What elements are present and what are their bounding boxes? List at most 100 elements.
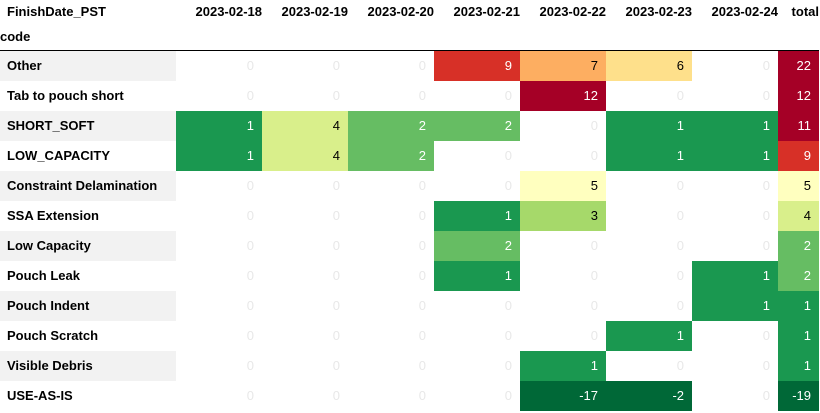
column-header: total (791, 3, 819, 19)
heatmap-cell: 3 (520, 200, 606, 231)
heatmap-cell: 1 (434, 260, 520, 291)
heatmap-cell: 0 (434, 80, 520, 111)
heatmap-cell: 0 (520, 110, 606, 141)
row-label: Pouch Leak (0, 260, 176, 291)
heatmap-cell: 0 (434, 290, 520, 321)
heatmap-cell: 0 (348, 80, 434, 111)
heatmap-cell: 0 (176, 350, 262, 381)
heatmap-cell: 0 (262, 290, 348, 321)
heatmap-cell: 0 (520, 290, 606, 321)
heatmap-cell: 4 (778, 200, 819, 231)
table-row: Pouch Leak 0 0 0 1 0 0 1 2 (0, 260, 819, 291)
heatmap-cell: 0 (606, 230, 692, 261)
heatmap-cell: 1 (606, 110, 692, 141)
heatmap-cell: 1 (778, 350, 819, 381)
heatmap-cell: 0 (262, 230, 348, 261)
heatmap-cell: 0 (434, 170, 520, 201)
index-name-header: code (0, 22, 176, 51)
column-header: 2023-02-23 (625, 3, 693, 19)
heatmap-cell: 1 (692, 110, 778, 141)
heatmap-cell: 0 (692, 80, 778, 111)
heatmap-cell: 0 (692, 380, 778, 411)
heatmap-cell: 0 (176, 380, 262, 411)
table-row: Pouch Indent 0 0 0 0 0 0 1 1 (0, 290, 819, 321)
heatmap-cell: 0 (606, 260, 692, 291)
heatmap-cell: 0 (606, 80, 692, 111)
heatmap-cell: 0 (606, 290, 692, 321)
row-label: Visible Debris (0, 350, 176, 381)
heatmap-cell: 0 (176, 170, 262, 201)
row-label: Pouch Indent (0, 290, 176, 321)
heatmap-cell: 9 (778, 140, 819, 171)
heatmap-cell: 1 (176, 140, 262, 171)
heatmap-cell: 2 (434, 110, 520, 141)
table-row: Visible Debris 0 0 0 0 1 0 0 1 (0, 350, 819, 381)
row-label: Other (0, 50, 176, 81)
heatmap-cell: 0 (262, 260, 348, 291)
heatmap-cell: 0 (692, 320, 778, 351)
heatmap-cell: 1 (692, 260, 778, 291)
row-label: Constraint Delamination (0, 170, 176, 201)
heatmap-cell: 0 (520, 140, 606, 171)
heatmap-cell: 12 (520, 80, 606, 111)
heatmap-cell: 0 (262, 200, 348, 231)
column-header-row: FinishDate_PST 2023-02-18 2023-02-19 2023-… (0, 0, 819, 22)
heatmap-cell: 2 (348, 110, 434, 141)
heatmap-cell: 0 (348, 200, 434, 231)
heatmap-cell: 0 (348, 290, 434, 321)
table-row: Constraint Delamination 0 0 0 0 5 0 0 5 (0, 170, 819, 201)
heatmap-cell: 22 (778, 50, 819, 81)
heatmap-cell: 2 (348, 140, 434, 171)
columns-name-header: FinishDate_PST (7, 3, 106, 19)
row-label: Tab to pouch short (0, 80, 176, 111)
heatmap-cell: 0 (434, 380, 520, 411)
table-row: SHORT_SOFT 1 4 2 2 0 1 1 11 (0, 110, 819, 141)
heatmap-cell: -2 (606, 380, 692, 411)
row-label: Low Capacity (0, 230, 176, 261)
heatmap-cell: 0 (606, 350, 692, 381)
index-name-row: code (0, 22, 819, 51)
column-header: 2023-02-19 (281, 3, 349, 19)
row-label: SHORT_SOFT (0, 110, 176, 141)
heatmap-cell: 1 (692, 290, 778, 321)
heatmap-cell: 0 (606, 170, 692, 201)
heatmap-cell: 0 (262, 320, 348, 351)
table-row: USE-AS-IS 0 0 0 0 -17 -2 0 -19 (0, 380, 819, 411)
heatmap-cell: -17 (520, 380, 606, 411)
heatmap-cell: 0 (176, 80, 262, 111)
heatmap-cell: 0 (606, 200, 692, 231)
column-header: 2023-02-20 (367, 3, 435, 19)
heatmap-cell: 0 (434, 320, 520, 351)
heatmap-cell: 2 (778, 260, 819, 291)
heatmap-cell: 0 (348, 320, 434, 351)
row-label: Pouch Scratch (0, 320, 176, 351)
heatmap-cell: 0 (176, 320, 262, 351)
row-label: USE-AS-IS (0, 380, 176, 411)
column-header: 2023-02-24 (711, 3, 779, 19)
heatmap-cell: 1 (520, 350, 606, 381)
table-row: LOW_CAPACITY 1 4 2 0 0 1 1 9 (0, 140, 819, 171)
heatmap-cell: 0 (176, 230, 262, 261)
table-row: Pouch Scratch 0 0 0 0 0 1 0 1 (0, 320, 819, 351)
heatmap-cell: 0 (348, 350, 434, 381)
heatmap-cell: 0 (262, 170, 348, 201)
heatmap-cell: 0 (176, 50, 262, 81)
heatmap-cell: 0 (520, 260, 606, 291)
heatmap-cell: 1 (176, 110, 262, 141)
heatmap-cell: 1 (606, 140, 692, 171)
heatmap-cell: 0 (262, 50, 348, 81)
heatmap-cell: 0 (692, 50, 778, 81)
table-row: Low Capacity 0 0 0 2 0 0 0 2 (0, 230, 819, 261)
column-header: 2023-02-21 (453, 3, 521, 19)
heatmap-cell: 2 (778, 230, 819, 261)
heatmap-cell: 6 (606, 50, 692, 81)
heatmap-cell: 5 (778, 170, 819, 201)
heatmap-cell: 11 (778, 110, 819, 141)
heatmap-cell: 0 (262, 380, 348, 411)
row-label: LOW_CAPACITY (0, 140, 176, 171)
heatmap-cell: 0 (176, 290, 262, 321)
heatmap-cell: 0 (348, 380, 434, 411)
heatmap-cell: 4 (262, 140, 348, 171)
heatmap-cell: 0 (434, 350, 520, 381)
